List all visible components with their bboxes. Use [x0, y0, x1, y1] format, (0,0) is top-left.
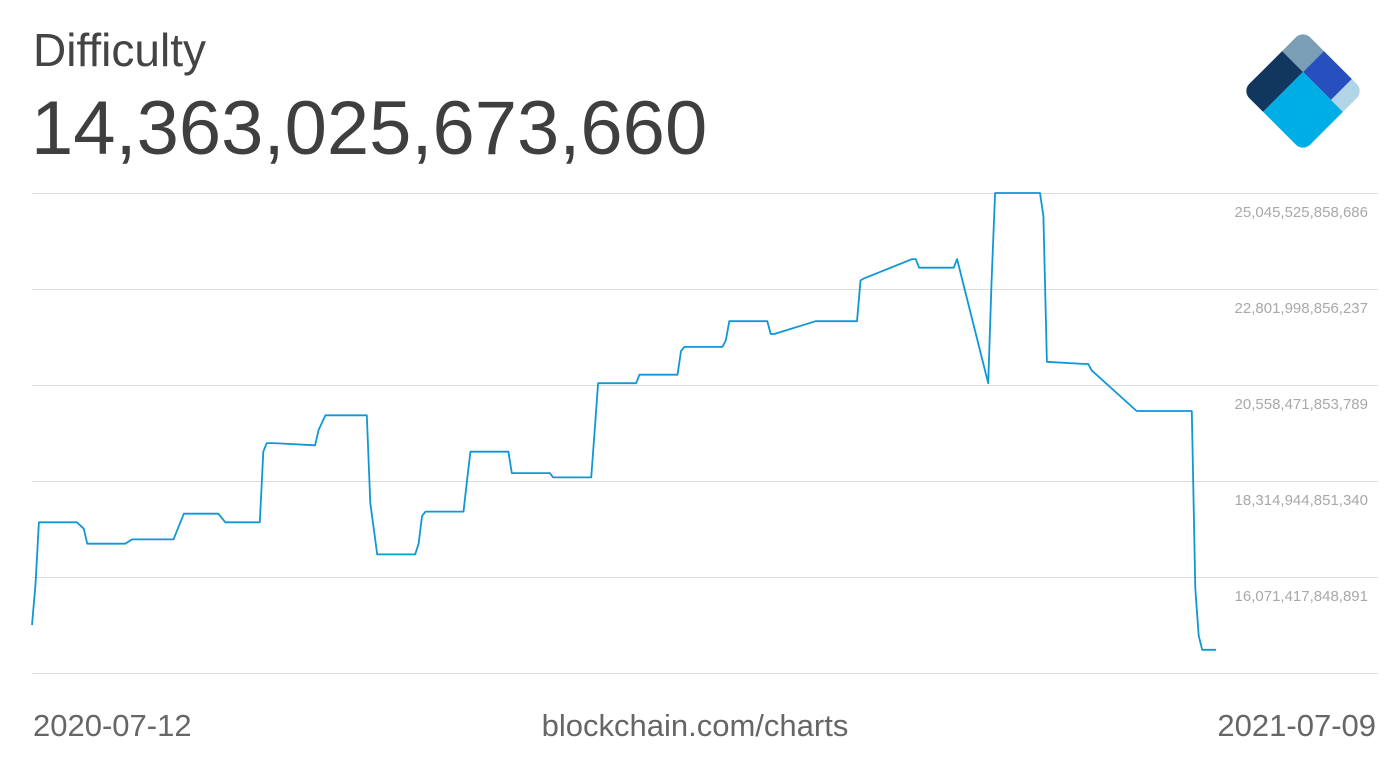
source-label: blockchain.com/charts: [541, 708, 849, 743]
y-tick-label: 20,558,471,853,789: [1235, 396, 1368, 413]
end-date-label: 2021-07-09: [1217, 708, 1376, 743]
y-tick-label: 16,071,417,848,891: [1235, 588, 1368, 605]
logo-svg: [1242, 30, 1364, 152]
y-tick-label: 18,314,944,851,340: [1235, 492, 1368, 509]
y-tick-label: 25,045,525,858,686: [1235, 204, 1368, 221]
blockchain-diamond-logo-icon: [1228, 16, 1378, 166]
logo-right-piece: [1331, 72, 1364, 119]
chart-title: Difficulty: [33, 24, 206, 76]
grid-lines: [32, 193, 1378, 674]
current-difficulty-value: 14,363,025,673,660: [31, 86, 708, 171]
start-date-label: 2020-07-12: [33, 708, 192, 743]
difficulty-chart: 25,045,525,858,686 22,801,998,856,237 20,5…: [31, 192, 1378, 674]
y-tick-label: 22,801,998,856,237: [1235, 300, 1368, 317]
difficulty-series-line: [31, 192, 1216, 651]
y-axis-tick-labels: 25,045,525,858,686 22,801,998,856,237 20,5…: [1235, 204, 1368, 605]
